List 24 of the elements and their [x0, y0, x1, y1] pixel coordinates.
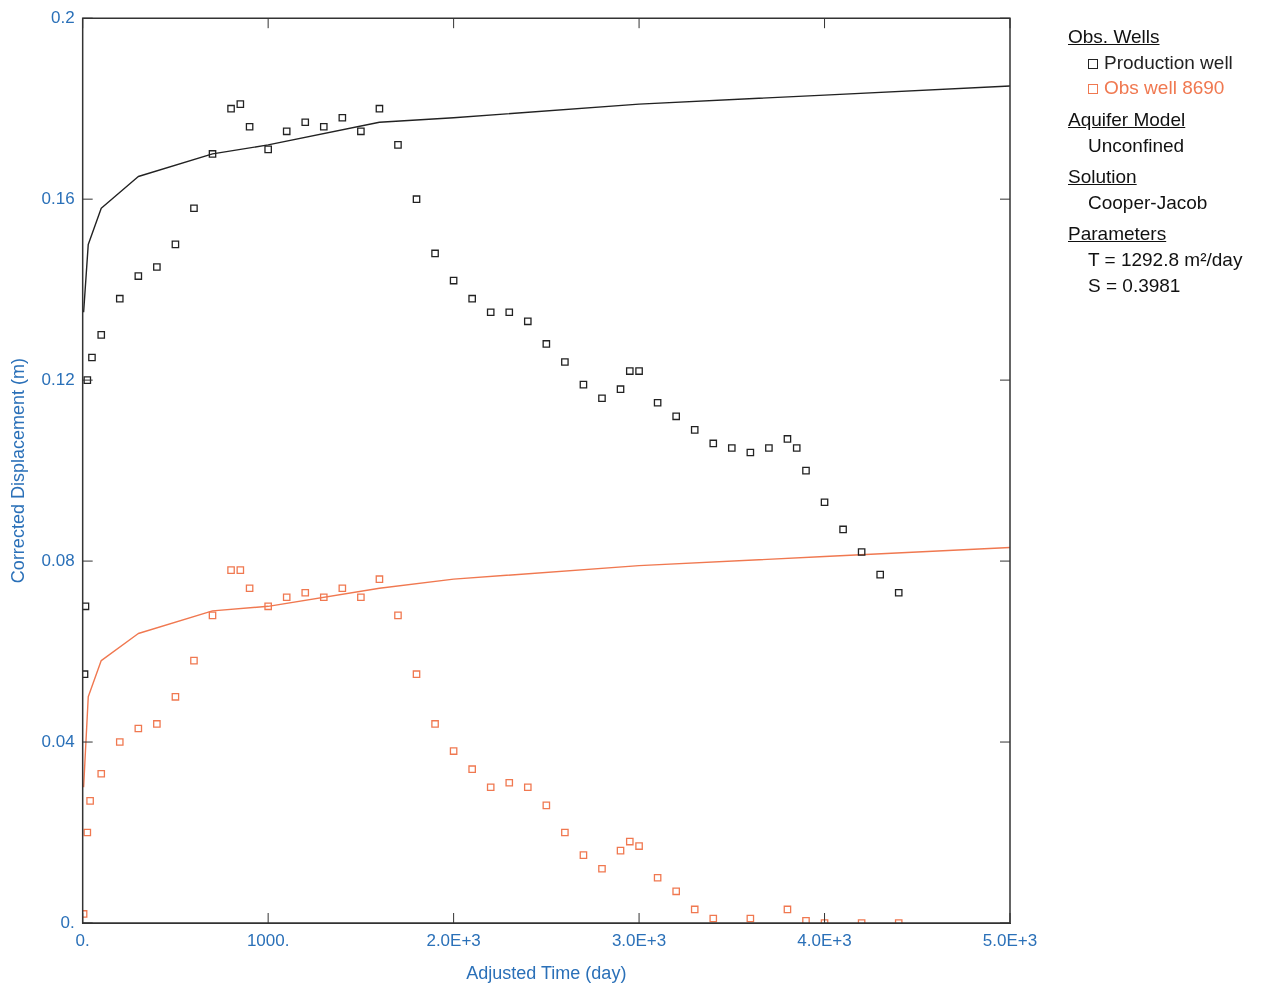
x-tick-label: 1000. [246, 930, 290, 950]
y-tick-label: 0.12 [41, 369, 75, 389]
y-tick-label: 0.04 [41, 731, 75, 751]
y-tick-label: 0.08 [41, 550, 75, 570]
text: Cooper-Jacob [1087, 190, 1209, 215]
y-axis-title: Corrected Displacement (m) [7, 358, 28, 584]
text: S = 0.3981 [1087, 273, 1182, 298]
x-tick-label: 4.0E+3 [797, 930, 852, 950]
x-axis-title: Adjusted Time (day) [466, 963, 627, 984]
legend-label: Production well [1103, 50, 1234, 75]
text: Parameters [1068, 222, 1168, 247]
x-tick-label: 0. [75, 930, 90, 950]
y-tick-label: 0. [60, 912, 75, 932]
text: Unconfined [1087, 133, 1186, 158]
x-tick-label: 5.0E+3 [982, 930, 1038, 950]
x-tick-label: 2.0E+3 [426, 930, 481, 950]
text: T = 1292.8 m²/day [1087, 248, 1243, 273]
legend-label: Obs well 8690 [1103, 76, 1226, 101]
y-tick-label: 0.16 [41, 188, 75, 208]
text: Aquifer Model [1068, 107, 1187, 132]
y-tick-label: 0.2 [51, 7, 75, 27]
legend-title: Obs. Wells [1068, 25, 1161, 49]
x-tick-label: 3.0E+3 [611, 930, 667, 950]
text: Solution [1068, 165, 1138, 190]
